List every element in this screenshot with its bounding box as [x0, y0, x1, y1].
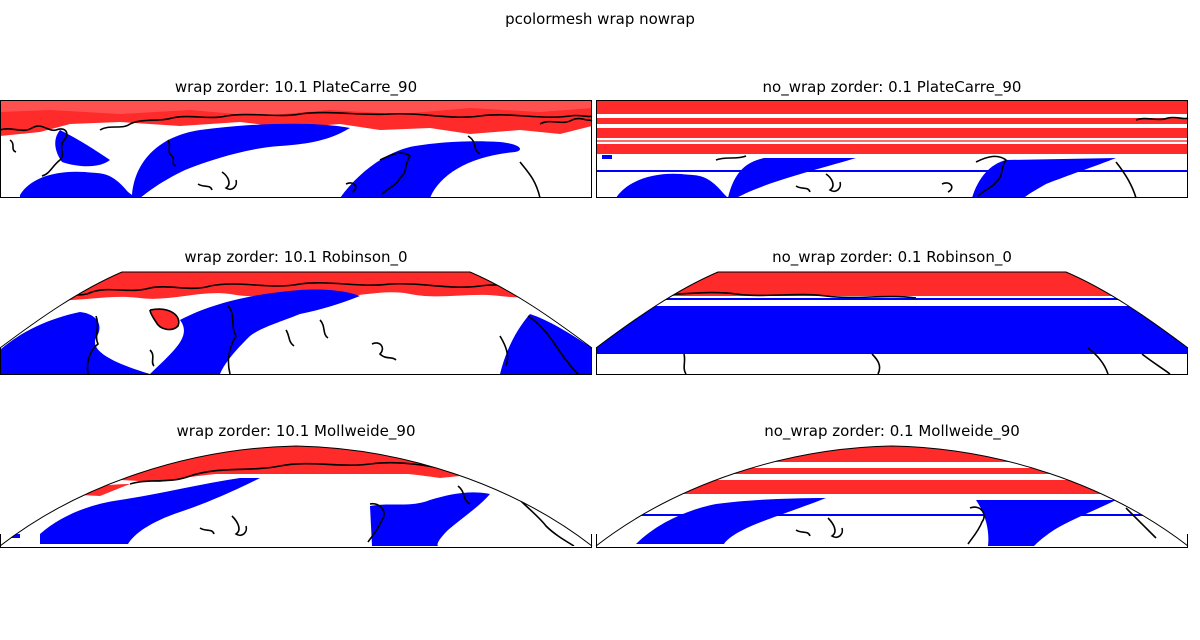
- blue-field: [20, 123, 350, 198]
- figure-title: pcolormesh wrap nowrap: [505, 10, 695, 28]
- blue-field: [40, 478, 260, 544]
- map-plot-area: [596, 100, 1189, 199]
- red-field: [0, 272, 592, 304]
- blue-field: [0, 312, 150, 374]
- red-stripes: [596, 446, 1188, 494]
- map-panel-platecarree-wrap: wrap zorder: 10.1 PlateCarre_90: [0, 78, 593, 200]
- map-panel-robinson-wrap: wrap zorder: 10.1 Robinson_0: [0, 248, 593, 376]
- blue-field: [596, 155, 1188, 198]
- map-frame: [0, 100, 592, 198]
- blue-field: [596, 498, 1188, 546]
- panel-title: wrap zorder: 10.1 Mollweide_90: [176, 422, 416, 440]
- panel-title: no_wrap zorder: 0.1 PlateCarre_90: [762, 78, 1022, 96]
- map-plot-area: [0, 445, 593, 548]
- map-plot-area: [0, 100, 593, 199]
- blue-field: [596, 306, 1188, 354]
- map-panel-robinson-nowrap: no_wrap zorder: 0.1 Robinson_0: [595, 248, 1189, 376]
- map-panel-mollweide-nowrap: no_wrap zorder: 0.1 Mollweide_90: [595, 422, 1189, 550]
- panel-title: wrap zorder: 10.1 Robinson_0: [184, 248, 408, 266]
- map-plot-area: [0, 271, 593, 375]
- map-plot-area: [595, 271, 1189, 375]
- coastlines: [0, 111, 593, 199]
- panel-title: no_wrap zorder: 0.1 Mollweide_90: [764, 422, 1020, 440]
- panel-title: wrap zorder: 10.1 PlateCarre_90: [174, 78, 418, 96]
- panel-title: no_wrap zorder: 0.1 Robinson_0: [772, 248, 1012, 266]
- red-field: [596, 272, 1188, 296]
- map-plot-area: [595, 445, 1189, 548]
- map-panel-mollweide-wrap: wrap zorder: 10.1 Mollweide_90: [0, 422, 593, 550]
- projection-boundary: [0, 271, 593, 349]
- red-stripes: [596, 100, 1188, 154]
- map-panel-platecarree-nowrap: no_wrap zorder: 0.1 PlateCarre_90: [596, 78, 1189, 200]
- projection-boundary: [0, 445, 593, 547]
